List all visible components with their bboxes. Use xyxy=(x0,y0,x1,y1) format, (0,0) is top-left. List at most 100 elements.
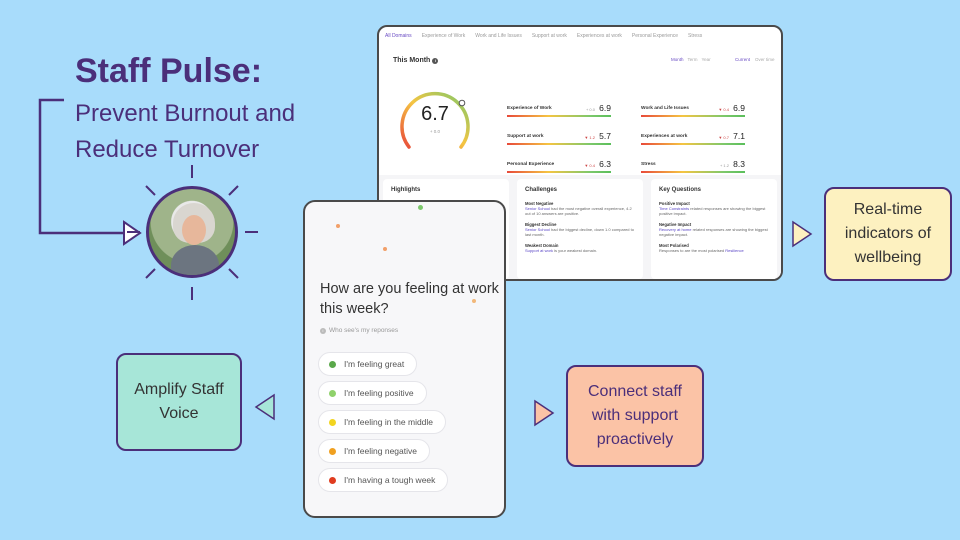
callout-line: Voice xyxy=(159,405,199,422)
challenges-panel: Challenges Most Negative Senior School h… xyxy=(517,179,643,279)
privacy-link-label: Who see's my reponses xyxy=(329,327,399,334)
option-great[interactable]: I'm feeling great xyxy=(318,352,418,376)
metric-name: Experiences at work xyxy=(641,134,688,139)
metric-name: Stress xyxy=(641,162,656,167)
period-label: This Month xyxy=(393,57,431,64)
realtime-pointer-icon xyxy=(792,220,813,248)
question-link[interactable]: Time Constraints xyxy=(659,206,690,211)
tab-work-life-issues[interactable]: Work and Life Issues xyxy=(475,33,522,39)
metric-delta: ▼ 0.4 xyxy=(718,106,729,112)
avatar xyxy=(146,186,238,278)
subtitle-line-2: Reduce Turnover xyxy=(75,136,260,163)
arrow-to-avatar-icon xyxy=(123,220,142,246)
highlights-title: Highlights xyxy=(391,187,421,193)
metric-experiences-at-work[interactable]: Experiences at work ▼ 0.7 7.1 xyxy=(641,131,745,145)
option-negative[interactable]: I'm feeling negative xyxy=(318,439,430,463)
privacy-link[interactable]: i Who see's my reponses xyxy=(320,327,398,334)
callout-line: wellbeing xyxy=(854,249,922,266)
metric-delta: + 1.2 xyxy=(719,162,729,168)
overall-gauge: 6.7 + 0.0 xyxy=(393,81,477,165)
tab-experiences-at-work[interactable]: Experiences at work xyxy=(576,33,622,39)
connect-pointer-icon xyxy=(534,399,555,427)
option-label: I'm feeling in the middle xyxy=(344,417,434,427)
survey-phone: How are you feeling at work this week? i… xyxy=(303,200,506,518)
option-tough-week[interactable]: I'm having a tough week xyxy=(318,468,449,492)
survey-question: How are you feeling at work this week? xyxy=(320,281,499,317)
challenge-link[interactable]: Senior School xyxy=(525,206,550,211)
challenge-item-text: Senior School had the most negative over… xyxy=(525,206,635,217)
period-term[interactable]: Term xyxy=(687,57,698,62)
light-green-dot-icon xyxy=(329,389,336,397)
tab-stress[interactable]: Stress xyxy=(688,33,703,39)
metric-experience-of-work[interactable]: Experience of Work + 0.0 6.9 xyxy=(507,103,611,117)
challenge-item-title: Biggest Decline xyxy=(525,221,557,227)
challenge-link[interactable]: Senior School xyxy=(525,226,550,232)
metric-delta: ▼ 0.7 xyxy=(718,134,729,140)
overall-score: 6.7 xyxy=(421,103,449,125)
question-item-text: Responses to are the most polarised Resi… xyxy=(659,248,769,253)
challenge-desc: had the most negative overall experience… xyxy=(525,206,632,217)
gauge-arc-icon xyxy=(400,92,470,149)
metric-delta: + 0.0 xyxy=(585,106,595,112)
period-month[interactable]: Month xyxy=(671,57,684,62)
question-item-title: Negative Impact xyxy=(659,221,692,227)
metric-personal-experience[interactable]: Personal Experience ▼ 0.4 6.3 xyxy=(507,159,611,173)
decor-dot xyxy=(472,299,476,303)
metric-value: 6.9 xyxy=(733,103,745,113)
callout-realtime-indicators: Real-time indicators of wellbeing xyxy=(824,187,952,281)
option-label: I'm feeling positive xyxy=(344,388,414,398)
compare-current[interactable]: Current xyxy=(735,57,751,62)
metric-work-life-issues[interactable]: Work and Life Issues ▼ 0.4 6.9 xyxy=(641,103,745,117)
metric-bar xyxy=(641,171,745,173)
green-dot-icon xyxy=(329,360,336,368)
option-label: I'm feeling great xyxy=(344,359,405,369)
challenge-item-text: Senior School had the biggest decline, d… xyxy=(525,227,635,238)
callout-line: with support xyxy=(591,407,679,424)
question-item-text: Recovery at home related responses are s… xyxy=(659,227,769,238)
tab-personal-experience[interactable]: Personal Experience xyxy=(631,33,679,39)
period-year[interactable]: Year xyxy=(701,57,711,62)
compare-toggle: Current Over time xyxy=(735,57,775,62)
decor-dot xyxy=(383,247,387,251)
metric-bar xyxy=(507,115,611,117)
key-questions-title: Key Questions xyxy=(659,187,702,193)
option-positive[interactable]: I'm feeling positive xyxy=(318,381,427,405)
dashboard-summary: This Month i Month Term Year Current Over… xyxy=(387,53,775,173)
metric-value: 7.1 xyxy=(733,131,745,141)
question-desc: related responses are showing the bigges… xyxy=(659,206,766,217)
question-link[interactable]: Resilience xyxy=(725,247,744,253)
challenge-item-title: Weakest Domain xyxy=(525,242,559,248)
red-dot-icon xyxy=(329,476,336,484)
callout-amplify-voice: Amplify Staff Voice xyxy=(116,353,242,451)
subtitle-line-1: Prevent Burnout and xyxy=(75,100,296,127)
tab-experience-of-work[interactable]: Experience of Work xyxy=(421,33,466,39)
metric-value: 8.3 xyxy=(733,159,745,169)
option-label: I'm feeling negative xyxy=(344,446,417,456)
callout-line: Real-time xyxy=(853,201,923,218)
metric-stress[interactable]: Stress + 1.2 8.3 xyxy=(641,159,745,173)
dashboard-tabs: All Domains Experience of Work Work and … xyxy=(379,27,781,39)
metric-name: Personal Experience xyxy=(507,162,555,167)
callout-line: proactively xyxy=(596,431,674,448)
compare-over-time[interactable]: Over time xyxy=(755,57,775,62)
metric-value: 5.7 xyxy=(599,131,611,141)
callout-line: Connect staff xyxy=(588,383,682,400)
tab-support-at-work[interactable]: Support at work xyxy=(531,33,567,39)
yellow-dot-icon xyxy=(329,418,336,426)
option-middle[interactable]: I'm feeling in the middle xyxy=(318,410,447,434)
metric-name: Support at work xyxy=(507,134,544,139)
key-questions-panel: Key Questions Positive Impact Time Const… xyxy=(651,179,777,279)
info-icon[interactable]: i xyxy=(432,58,439,64)
question-link[interactable]: Recovery at home xyxy=(659,226,692,232)
metric-support-at-work[interactable]: Support at work ▼ 1.2 5.7 xyxy=(507,131,611,145)
metric-bar xyxy=(641,143,745,145)
challenge-link[interactable]: Support at work xyxy=(525,247,554,253)
question-item-title: Positive Impact xyxy=(659,201,690,206)
challenge-item-title: Most Negative xyxy=(525,201,554,206)
challenge-item-text: Support at work is your weakest domain. xyxy=(525,248,635,253)
metric-bar xyxy=(641,115,745,117)
avatar-face xyxy=(182,215,206,245)
period-toggle: Month Term Year xyxy=(671,57,711,62)
challenge-desc: had the biggest decline, down 1.0 compar… xyxy=(525,226,634,238)
tab-all-domains[interactable]: All Domains xyxy=(385,33,412,39)
